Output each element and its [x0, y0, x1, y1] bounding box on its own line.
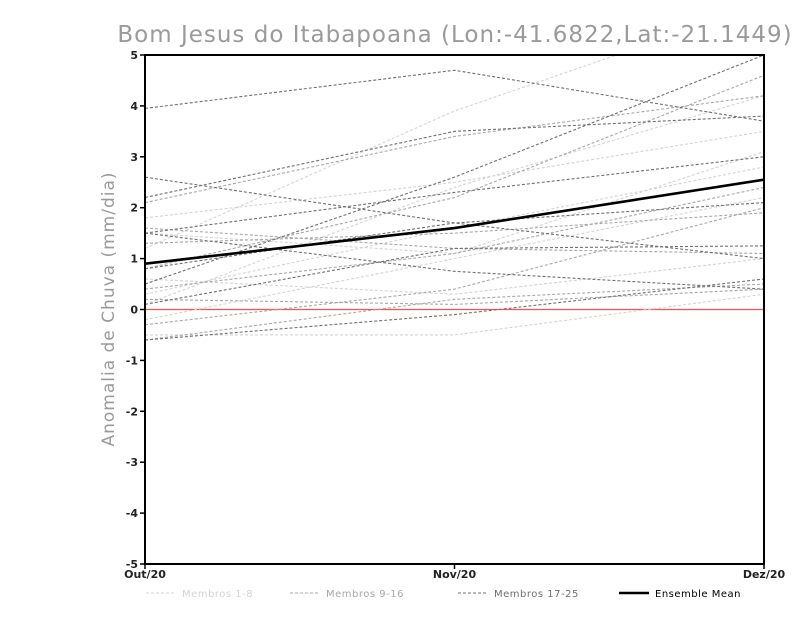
chart-title: Bom Jesus do Itabapoana (Lon:-41.6822,La…: [117, 22, 792, 48]
y-tick-label: 1: [130, 253, 138, 266]
legend-label: Membros 9-16: [326, 589, 404, 600]
x-tick-label: Dez/20: [743, 568, 786, 581]
member-line-g1-4: [145, 130, 764, 219]
member-line-g2-4: [145, 227, 764, 255]
member-line-g1-5: [145, 166, 764, 295]
y-tick-label: -1: [126, 354, 138, 367]
member-line-g1-7: [145, 196, 764, 321]
member-line-g3-6: [145, 232, 764, 290]
member-line-g2-2: [145, 74, 764, 270]
y-tick-label: 0: [130, 304, 138, 317]
member-line-g3-1: [145, 69, 764, 122]
member-line-g2-5: [145, 186, 764, 290]
member-line-g2-6: [145, 283, 764, 341]
member-line-g3-7: [145, 245, 764, 305]
y-axis-label: Anomalia de Chuva (mm/dia): [99, 171, 119, 446]
legend-label: Ensemble Mean: [655, 589, 741, 600]
member-line-g3-9: [145, 202, 764, 270]
member-line-g2-8: [145, 288, 764, 305]
x-tick-label: Out/20: [124, 568, 166, 581]
y-tick-label: 4: [130, 100, 138, 113]
y-tick-label: -5: [126, 558, 138, 571]
y-tick-label: 5: [130, 49, 138, 62]
y-tick-label: -2: [126, 405, 138, 418]
y-tick-label: 3: [130, 151, 138, 164]
y-tick-label: -4: [126, 507, 139, 520]
member-line-g1-1: [145, 55, 619, 249]
ensemble-mean-line: [145, 178, 764, 265]
legend-label: Membros 1-8: [182, 589, 253, 600]
legend-label: Membros 17-25: [494, 589, 579, 600]
member-line-g3-4: [145, 55, 764, 285]
legend: Membros 1-8 Membros 9-16 Membros 17-25 Ense…: [146, 589, 741, 600]
member-line-g1-2: [145, 95, 764, 305]
member-line-g3-8: [145, 278, 764, 341]
member-line-g3-2: [145, 115, 764, 199]
y-tick-label: 2: [130, 202, 138, 215]
member-line-g3-5: [145, 156, 764, 234]
x-tick-label: Nov/20: [433, 568, 477, 581]
member-line-g1-3: [145, 293, 764, 336]
member-line-g2-7: [145, 212, 764, 244]
y-tick-label: -3: [126, 456, 138, 469]
member-line-g1-6: [145, 258, 764, 295]
member-line-g2-3: [145, 207, 764, 326]
member-line-g2-1: [145, 95, 764, 204]
